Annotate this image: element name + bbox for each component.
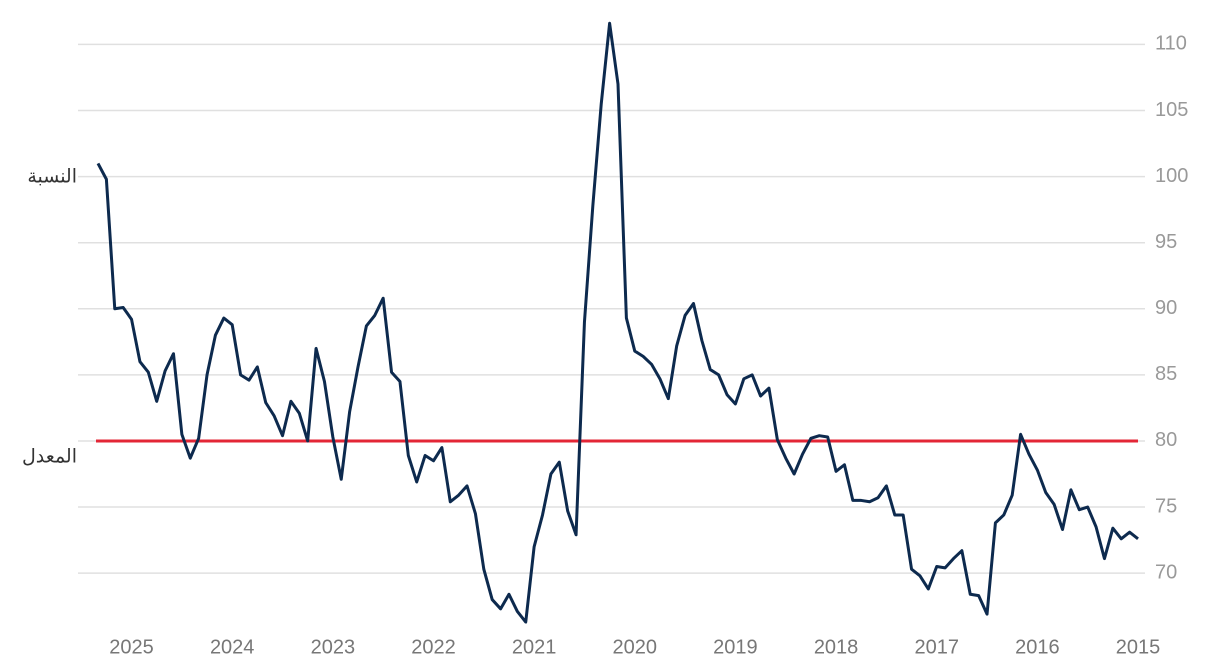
y-tick-label: 70 — [1155, 561, 1177, 583]
x-tick-label: 2025 — [109, 636, 154, 658]
x-tick-label: 2023 — [311, 636, 356, 658]
series-line — [96, 21, 1139, 624]
x-tick-label: 2022 — [411, 636, 456, 658]
y-tick-label: 110 — [1155, 33, 1187, 55]
y-tick-label: 90 — [1155, 297, 1177, 319]
x-tick-label: 2020 — [613, 636, 658, 658]
x-tick-label: 2015 — [1116, 636, 1161, 658]
reference-label: المعدل — [22, 446, 77, 468]
y-tick-label: 85 — [1155, 363, 1177, 385]
y-tick-label: 75 — [1155, 495, 1177, 517]
x-tick-label: 2021 — [512, 636, 557, 658]
x-tick-label: 2017 — [914, 636, 959, 658]
y-tick-label: 100 — [1155, 165, 1188, 187]
series-label: النسبة — [27, 166, 77, 188]
y-tick-label: 105 — [1155, 99, 1188, 121]
x-tick-label: 2018 — [814, 636, 859, 658]
x-tick-label: 2024 — [210, 636, 255, 658]
y-tick-label: 95 — [1155, 231, 1177, 253]
x-tick-label: 2019 — [713, 636, 758, 658]
x-tick-label: 2016 — [1015, 636, 1060, 658]
y-tick-label: 80 — [1155, 429, 1177, 451]
